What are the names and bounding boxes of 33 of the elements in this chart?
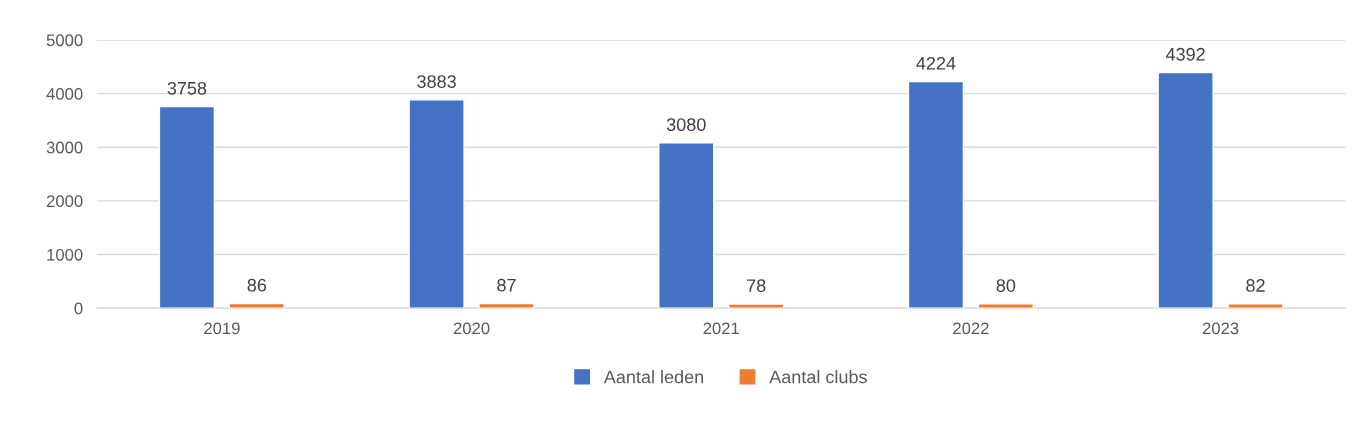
bar [728, 303, 785, 309]
x-tick-label: 2022 [953, 322, 989, 335]
y-tick-label: 3000 [46, 141, 83, 154]
y-tick-label: 5000 [46, 34, 83, 47]
y-tick-label: 1000 [47, 248, 83, 261]
bar [1227, 303, 1284, 309]
legend-label: Aantal leden [603, 370, 704, 384]
bar [158, 105, 216, 309]
data-label: 80 [996, 279, 1016, 292]
data-label: 3758 [167, 81, 207, 95]
data-label: 4392 [1165, 47, 1205, 61]
data-label: 4224 [916, 56, 956, 70]
data-label: 3883 [417, 75, 456, 88]
legend-label: Aantal clubs [769, 370, 867, 384]
y-tick-label: 0 [74, 302, 83, 315]
bar [228, 302, 285, 309]
bar [478, 302, 535, 309]
data-label: 82 [1246, 279, 1265, 292]
bar [408, 99, 465, 309]
bar [907, 80, 965, 309]
x-tick-label: 2021 [703, 322, 739, 335]
y-tick-label: 2000 [46, 195, 83, 208]
bar [1157, 71, 1214, 309]
y-tick-label: 4000 [46, 87, 83, 100]
x-tick-label: 2020 [453, 322, 490, 335]
x-tick-label: 2019 [204, 322, 240, 335]
data-label: 3080 [666, 118, 706, 132]
data-label: 78 [747, 279, 766, 293]
x-tick-label: 2023 [1202, 322, 1239, 335]
data-label: 87 [497, 278, 516, 292]
bar [977, 303, 1035, 309]
data-label: 86 [247, 278, 267, 292]
bar [658, 142, 715, 309]
